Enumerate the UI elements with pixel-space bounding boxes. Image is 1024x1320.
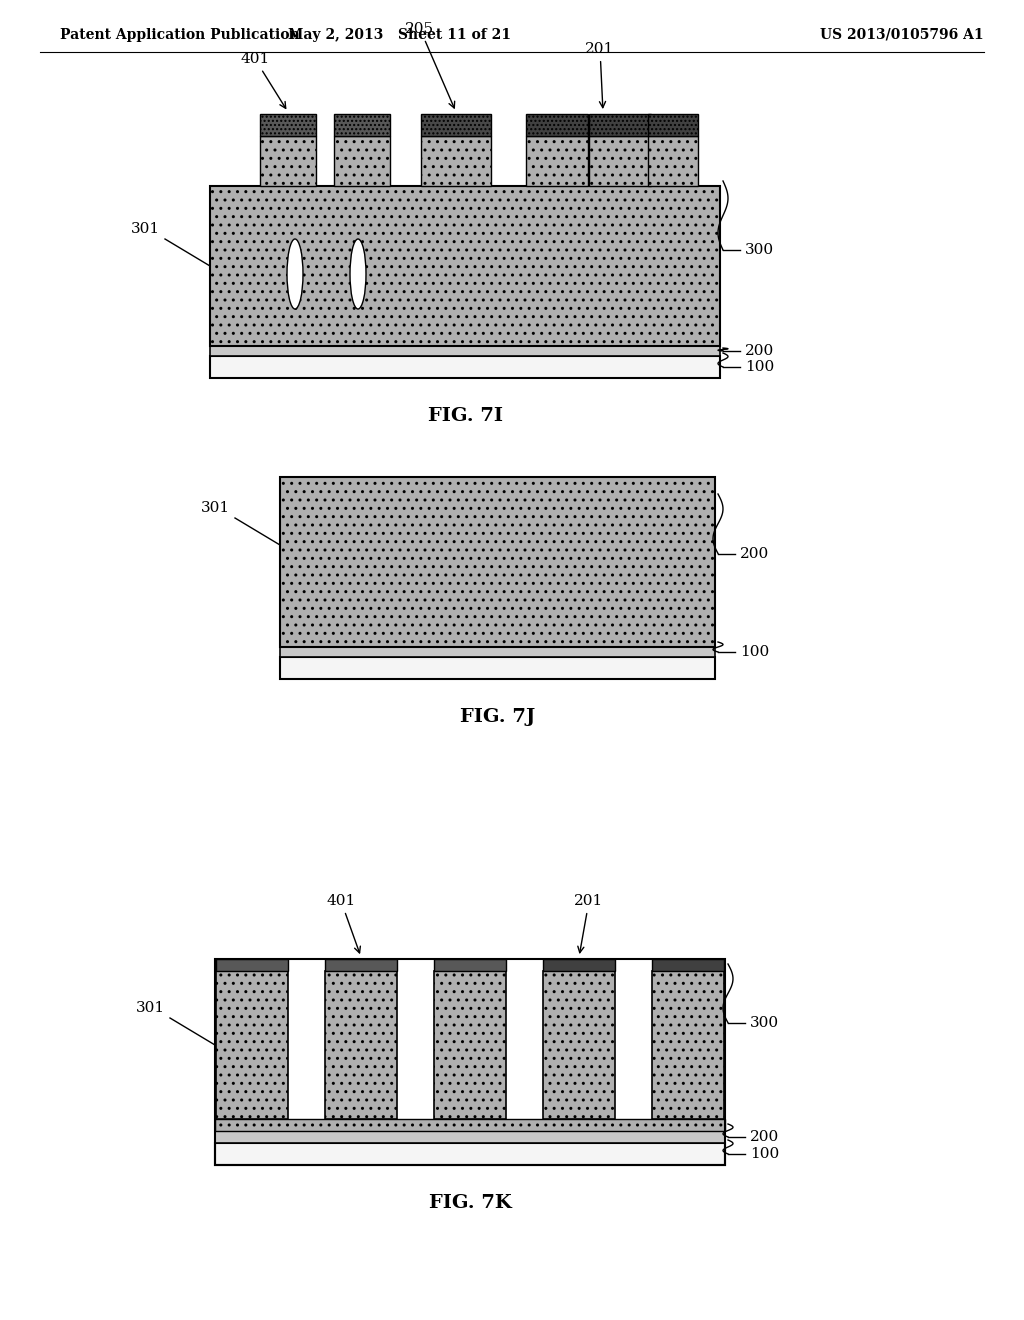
Bar xyxy=(652,972,724,1119)
Bar xyxy=(215,1119,725,1131)
Bar xyxy=(215,1131,725,1143)
Text: 301: 301 xyxy=(201,502,230,515)
Bar xyxy=(434,960,506,972)
Bar xyxy=(421,136,490,186)
Text: 100: 100 xyxy=(745,360,774,374)
Bar xyxy=(589,114,651,136)
Bar xyxy=(434,972,506,1119)
Bar xyxy=(215,1143,725,1166)
Bar xyxy=(280,657,715,678)
Text: 201: 201 xyxy=(586,42,614,108)
Text: 100: 100 xyxy=(750,1147,779,1162)
Bar xyxy=(334,114,390,136)
Bar xyxy=(260,114,316,136)
Text: 300: 300 xyxy=(750,1016,779,1030)
Bar xyxy=(280,477,715,647)
Ellipse shape xyxy=(287,239,303,309)
Bar xyxy=(216,960,288,972)
Bar xyxy=(260,136,316,186)
Text: 401: 401 xyxy=(327,894,360,953)
Ellipse shape xyxy=(350,239,366,309)
Bar xyxy=(543,960,615,972)
Text: May 2, 2013   Sheet 11 of 21: May 2, 2013 Sheet 11 of 21 xyxy=(289,28,512,42)
Bar xyxy=(648,114,698,136)
Bar xyxy=(210,186,720,346)
Bar xyxy=(280,647,715,657)
Bar xyxy=(216,972,288,1119)
Text: 300: 300 xyxy=(745,243,774,257)
Text: 205: 205 xyxy=(406,22,455,108)
Bar xyxy=(325,960,397,972)
Text: 301: 301 xyxy=(131,222,160,236)
Text: 100: 100 xyxy=(740,645,769,659)
Text: FIG. 7I: FIG. 7I xyxy=(427,407,503,425)
Text: 401: 401 xyxy=(241,51,286,108)
Bar xyxy=(648,136,698,186)
Text: 200: 200 xyxy=(750,1130,779,1144)
Bar xyxy=(526,114,588,136)
Bar xyxy=(652,960,724,972)
Text: US 2013/0105796 A1: US 2013/0105796 A1 xyxy=(820,28,984,42)
Bar xyxy=(543,972,615,1119)
Bar xyxy=(210,346,720,356)
Bar xyxy=(334,136,390,186)
Text: 301: 301 xyxy=(136,1001,165,1015)
Text: FIG. 7J: FIG. 7J xyxy=(460,708,536,726)
Bar xyxy=(421,114,490,136)
Bar xyxy=(325,972,397,1119)
Text: 200: 200 xyxy=(745,345,774,358)
Bar xyxy=(210,356,720,378)
Text: FIG. 7K: FIG. 7K xyxy=(429,1195,511,1212)
Bar xyxy=(215,960,725,1166)
Text: Patent Application Publication: Patent Application Publication xyxy=(60,28,300,42)
Bar xyxy=(589,136,651,186)
Text: 200: 200 xyxy=(740,546,769,561)
Bar xyxy=(526,136,588,186)
Text: 201: 201 xyxy=(574,894,603,953)
